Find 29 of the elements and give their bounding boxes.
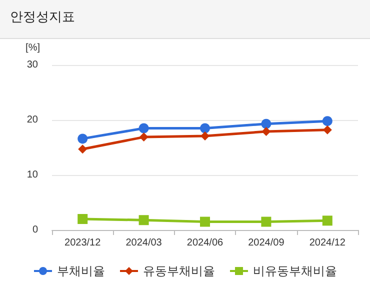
- legend-label: 부채비율: [57, 264, 105, 278]
- x-tick-label: 2023/12: [64, 238, 102, 248]
- y-tick-label: 20: [26, 114, 38, 126]
- point: [262, 127, 271, 136]
- point: [78, 214, 88, 224]
- y-tick-label: 10: [26, 170, 38, 180]
- point: [78, 144, 88, 154]
- point: [322, 125, 332, 134]
- point: [322, 116, 332, 126]
- point: [200, 123, 210, 134]
- point: [322, 216, 332, 226]
- legend-label: 유동부채비율: [143, 264, 215, 278]
- point: [261, 118, 272, 129]
- y-tick-label: 30: [26, 60, 38, 70]
- x-tick-label: 2024/09: [248, 238, 285, 248]
- legend-label: 비유동부채비율: [253, 264, 337, 278]
- x-tick-label: 2024/12: [309, 238, 346, 248]
- point: [139, 132, 148, 142]
- chart-title: 안정성지표: [0, 0, 370, 39]
- point: [200, 131, 210, 140]
- x-tick-label: 2024/06: [186, 238, 224, 248]
- point: [200, 216, 210, 227]
- y-axis-title: [%]: [26, 42, 40, 54]
- point: [261, 216, 272, 227]
- point: [138, 123, 149, 134]
- y-tick-label: 0: [32, 224, 38, 236]
- x-tick-label: 2024/03: [126, 238, 162, 248]
- point: [138, 215, 149, 226]
- point: [78, 134, 88, 144]
